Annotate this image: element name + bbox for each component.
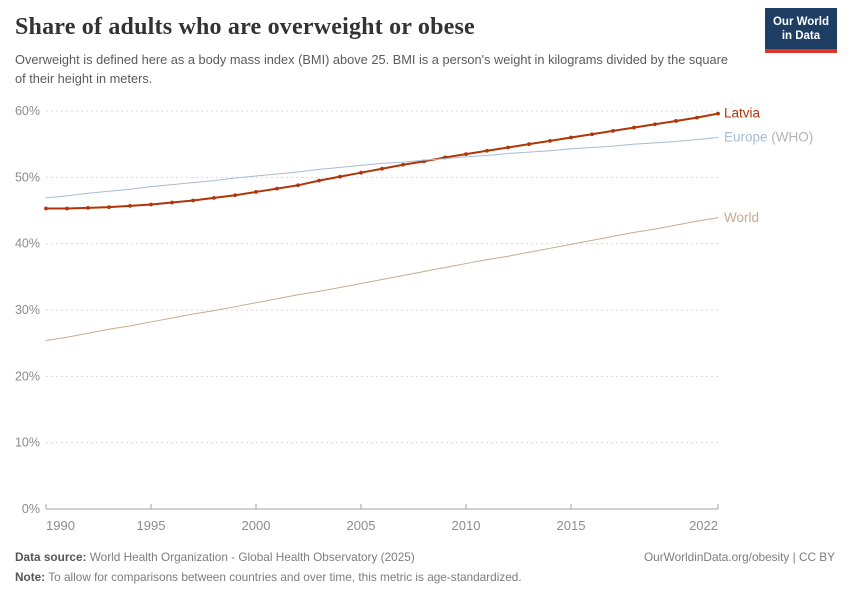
data-point-marker <box>191 198 195 203</box>
data-point-marker <box>359 170 363 175</box>
x-tick-label: 1995 <box>137 518 166 533</box>
y-tick-label: 50% <box>15 170 40 184</box>
data-point-marker <box>296 183 300 188</box>
data-point-marker <box>380 166 384 171</box>
x-tick-label: 2010 <box>452 518 481 533</box>
data-point-marker <box>485 148 489 153</box>
legend-label-world[interactable]: World <box>724 210 759 225</box>
data-point-marker <box>569 135 573 140</box>
owid-logo-line2: in Data <box>781 30 821 43</box>
note-line: Note: To allow for comparisons between c… <box>15 570 522 584</box>
x-tick-label: 2015 <box>557 518 586 533</box>
data-point-marker <box>401 162 405 167</box>
data-point-marker <box>170 200 174 205</box>
data-point-marker <box>212 195 216 200</box>
page-title: Share of adults who are overweight or ob… <box>15 14 475 40</box>
data-source-label: Data source: <box>15 549 87 564</box>
owid-logo[interactable]: Our World in Data <box>764 8 837 53</box>
y-tick-label: 10% <box>15 436 40 450</box>
series-line-europe[interactable] <box>45 137 719 199</box>
y-tick-label: 40% <box>15 237 40 251</box>
x-tick-label: 1990 <box>46 518 75 533</box>
x-tick-label: 2022 <box>689 518 718 533</box>
data-point-marker <box>149 202 153 207</box>
data-point-marker <box>695 115 699 120</box>
chart-footer: Data source: World Health Organization -… <box>15 547 835 588</box>
data-point-marker <box>338 174 342 179</box>
data-point-marker <box>611 129 615 133</box>
series-line-world[interactable] <box>45 217 719 342</box>
data-point-marker <box>254 190 258 194</box>
y-tick-label: 0% <box>22 502 40 516</box>
data-point-marker <box>527 142 531 147</box>
data-point-marker <box>632 125 636 130</box>
x-tick-label: 2000 <box>242 518 271 533</box>
chart-header: Share of adults who are overweight or ob… <box>15 14 755 88</box>
data-point-marker <box>275 186 279 191</box>
data-point-marker <box>65 206 69 211</box>
y-tick-label: 60% <box>15 104 40 118</box>
data-source-line: Data source: World Health Organization -… <box>15 547 415 568</box>
data-point-marker <box>674 119 678 123</box>
data-point-marker <box>44 206 48 211</box>
legend-label-europe[interactable]: Europe (WHO) <box>724 130 813 145</box>
data-point-marker <box>317 178 321 183</box>
y-tick-label: 30% <box>15 303 40 317</box>
data-point-marker <box>233 193 237 198</box>
note-text: To allow for comparisons between countri… <box>45 570 522 585</box>
owid-logo-line1: Our World <box>772 16 829 28</box>
data-source-text: World Health Organization - Global Healt… <box>86 549 415 564</box>
data-point-marker <box>107 205 111 210</box>
chart-subtitle: Overweight is defined here as a body mas… <box>15 52 729 87</box>
data-point-marker <box>464 152 468 157</box>
note-label: Note: <box>15 570 46 585</box>
owid-link[interactable]: OurWorldinData.org/obesity | CC BY <box>643 549 835 564</box>
data-point-marker <box>86 205 90 210</box>
data-point-marker <box>653 122 657 127</box>
legend-label-latvia[interactable]: Latvia <box>724 106 761 121</box>
data-point-marker <box>548 138 552 143</box>
series-line-latvia[interactable] <box>45 112 719 210</box>
y-tick-label: 20% <box>15 369 40 383</box>
x-tick-label: 2005 <box>347 518 376 533</box>
data-point-marker <box>128 203 132 208</box>
data-point-marker <box>506 145 510 150</box>
data-point-marker <box>590 132 594 137</box>
data-point-marker <box>716 111 720 116</box>
